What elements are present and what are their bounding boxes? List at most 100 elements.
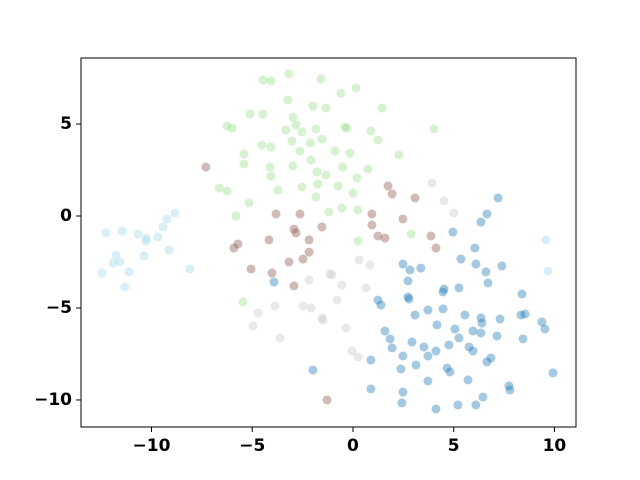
y-tick-label: −5	[46, 298, 72, 318]
point	[117, 226, 127, 236]
point	[492, 331, 502, 341]
x-tick-label: 10	[543, 436, 567, 456]
point	[311, 124, 321, 134]
point	[317, 222, 327, 232]
point	[289, 281, 299, 291]
point	[411, 360, 421, 370]
point	[316, 74, 326, 84]
point	[271, 209, 281, 219]
point	[321, 170, 331, 180]
point	[153, 232, 163, 242]
point	[120, 282, 130, 292]
point	[548, 368, 558, 378]
point	[460, 310, 470, 320]
point	[450, 324, 460, 334]
point	[444, 340, 454, 350]
point	[273, 185, 283, 195]
point	[398, 214, 408, 224]
point	[337, 280, 347, 290]
point	[431, 404, 441, 414]
point	[419, 342, 429, 352]
point	[97, 268, 107, 278]
point	[396, 364, 406, 374]
point	[476, 328, 486, 338]
x-tick-label: 0	[347, 436, 359, 456]
point	[266, 142, 276, 152]
point	[505, 385, 515, 395]
point	[403, 276, 413, 286]
point	[115, 257, 125, 267]
point	[308, 101, 318, 111]
point	[439, 284, 449, 294]
point	[325, 269, 335, 279]
point	[333, 181, 343, 191]
point	[246, 264, 256, 274]
point	[345, 148, 355, 158]
point	[170, 208, 180, 218]
point	[337, 203, 347, 213]
point	[201, 162, 211, 172]
point	[244, 198, 254, 208]
point	[229, 243, 239, 253]
point	[477, 318, 487, 328]
point	[453, 400, 463, 410]
point	[306, 303, 316, 313]
point	[383, 181, 393, 191]
point	[295, 209, 305, 219]
point	[407, 337, 417, 347]
point	[352, 173, 362, 183]
point	[253, 308, 263, 318]
point	[373, 231, 383, 241]
point	[291, 120, 301, 130]
point	[353, 352, 363, 362]
point	[387, 343, 397, 353]
point	[324, 207, 334, 217]
point	[516, 310, 526, 320]
point	[267, 268, 277, 278]
point	[376, 300, 386, 310]
point	[468, 346, 478, 356]
point	[373, 135, 383, 145]
point	[312, 167, 322, 177]
point	[340, 122, 350, 132]
point	[410, 310, 420, 320]
point	[483, 278, 493, 288]
point	[238, 297, 248, 307]
point	[520, 309, 530, 319]
point	[463, 375, 473, 385]
point	[423, 351, 433, 361]
point	[270, 301, 280, 311]
point	[239, 149, 249, 159]
point	[454, 333, 464, 343]
point	[291, 228, 301, 238]
point	[403, 292, 413, 302]
point	[245, 109, 255, 119]
point	[438, 304, 448, 314]
point	[321, 103, 331, 113]
point	[239, 159, 249, 169]
point	[397, 398, 407, 408]
point	[365, 260, 375, 270]
point	[377, 103, 387, 113]
point	[449, 208, 459, 218]
point	[304, 247, 314, 257]
point	[266, 76, 276, 86]
point	[288, 112, 298, 122]
point	[471, 259, 481, 269]
point	[313, 179, 323, 189]
point	[373, 295, 383, 305]
point	[304, 235, 314, 245]
point	[518, 334, 528, 344]
point	[348, 188, 358, 198]
point	[304, 275, 314, 285]
point	[541, 235, 551, 245]
point	[298, 301, 308, 311]
point	[351, 83, 361, 93]
point	[543, 266, 553, 276]
point	[141, 236, 151, 246]
point	[298, 254, 308, 264]
point	[517, 289, 527, 299]
point	[258, 109, 268, 119]
point	[423, 376, 433, 386]
point	[398, 351, 408, 361]
